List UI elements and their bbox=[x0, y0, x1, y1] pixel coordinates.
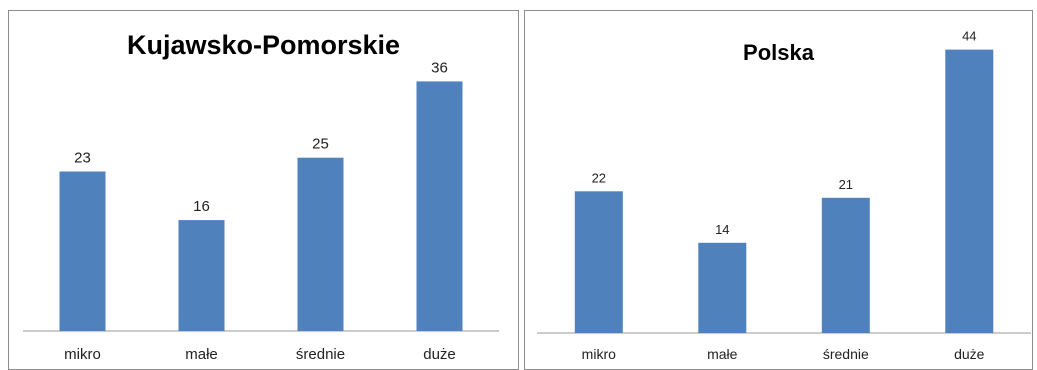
x-tick-label: duże bbox=[423, 346, 456, 363]
bar-mikro bbox=[574, 191, 623, 333]
data-label: 25 bbox=[312, 136, 329, 153]
x-tick-label: średnie bbox=[296, 346, 345, 363]
x-tick-label: duże bbox=[954, 346, 985, 362]
bar-średnie bbox=[297, 157, 344, 331]
data-label: 36 bbox=[431, 59, 448, 76]
chart-panel-polska: Polska 22 mikro 14 małe 21 średnie 44 duże bbox=[524, 10, 1033, 370]
data-label: 16 bbox=[193, 198, 210, 215]
chart-panel-kujawsko-pomorskie: Kujawsko-Pomorskie 23 mikro 16 małe 25 średni… bbox=[8, 10, 519, 370]
x-tick-label: małe bbox=[185, 346, 218, 363]
bar-średnie bbox=[821, 197, 870, 333]
bar-małe bbox=[698, 242, 747, 333]
bar-chart-polska: 22 mikro 14 małe 21 średnie 44 duże bbox=[537, 29, 1031, 362]
x-tick-label: mikro bbox=[582, 346, 616, 362]
bar-duże bbox=[945, 49, 994, 333]
data-label: 23 bbox=[74, 150, 91, 167]
chart-title: Kujawsko-Pomorskie bbox=[126, 30, 401, 60]
bar-mikro bbox=[59, 171, 106, 331]
data-label: 14 bbox=[715, 222, 729, 237]
x-tick-label: średnie bbox=[823, 346, 869, 362]
data-label: 21 bbox=[839, 177, 853, 192]
data-label: 22 bbox=[592, 170, 606, 185]
bar-chart-kujawsko-pomorskie: 23 mikro 16 małe 25 średnie 36 duże bbox=[23, 59, 499, 363]
bar-duże bbox=[416, 81, 463, 332]
data-label: 44 bbox=[962, 29, 976, 44]
x-tick-label: mikro bbox=[64, 346, 101, 363]
x-tick-label: małe bbox=[707, 346, 738, 362]
chart-title: Polska bbox=[743, 40, 814, 65]
bar-małe bbox=[178, 220, 225, 331]
